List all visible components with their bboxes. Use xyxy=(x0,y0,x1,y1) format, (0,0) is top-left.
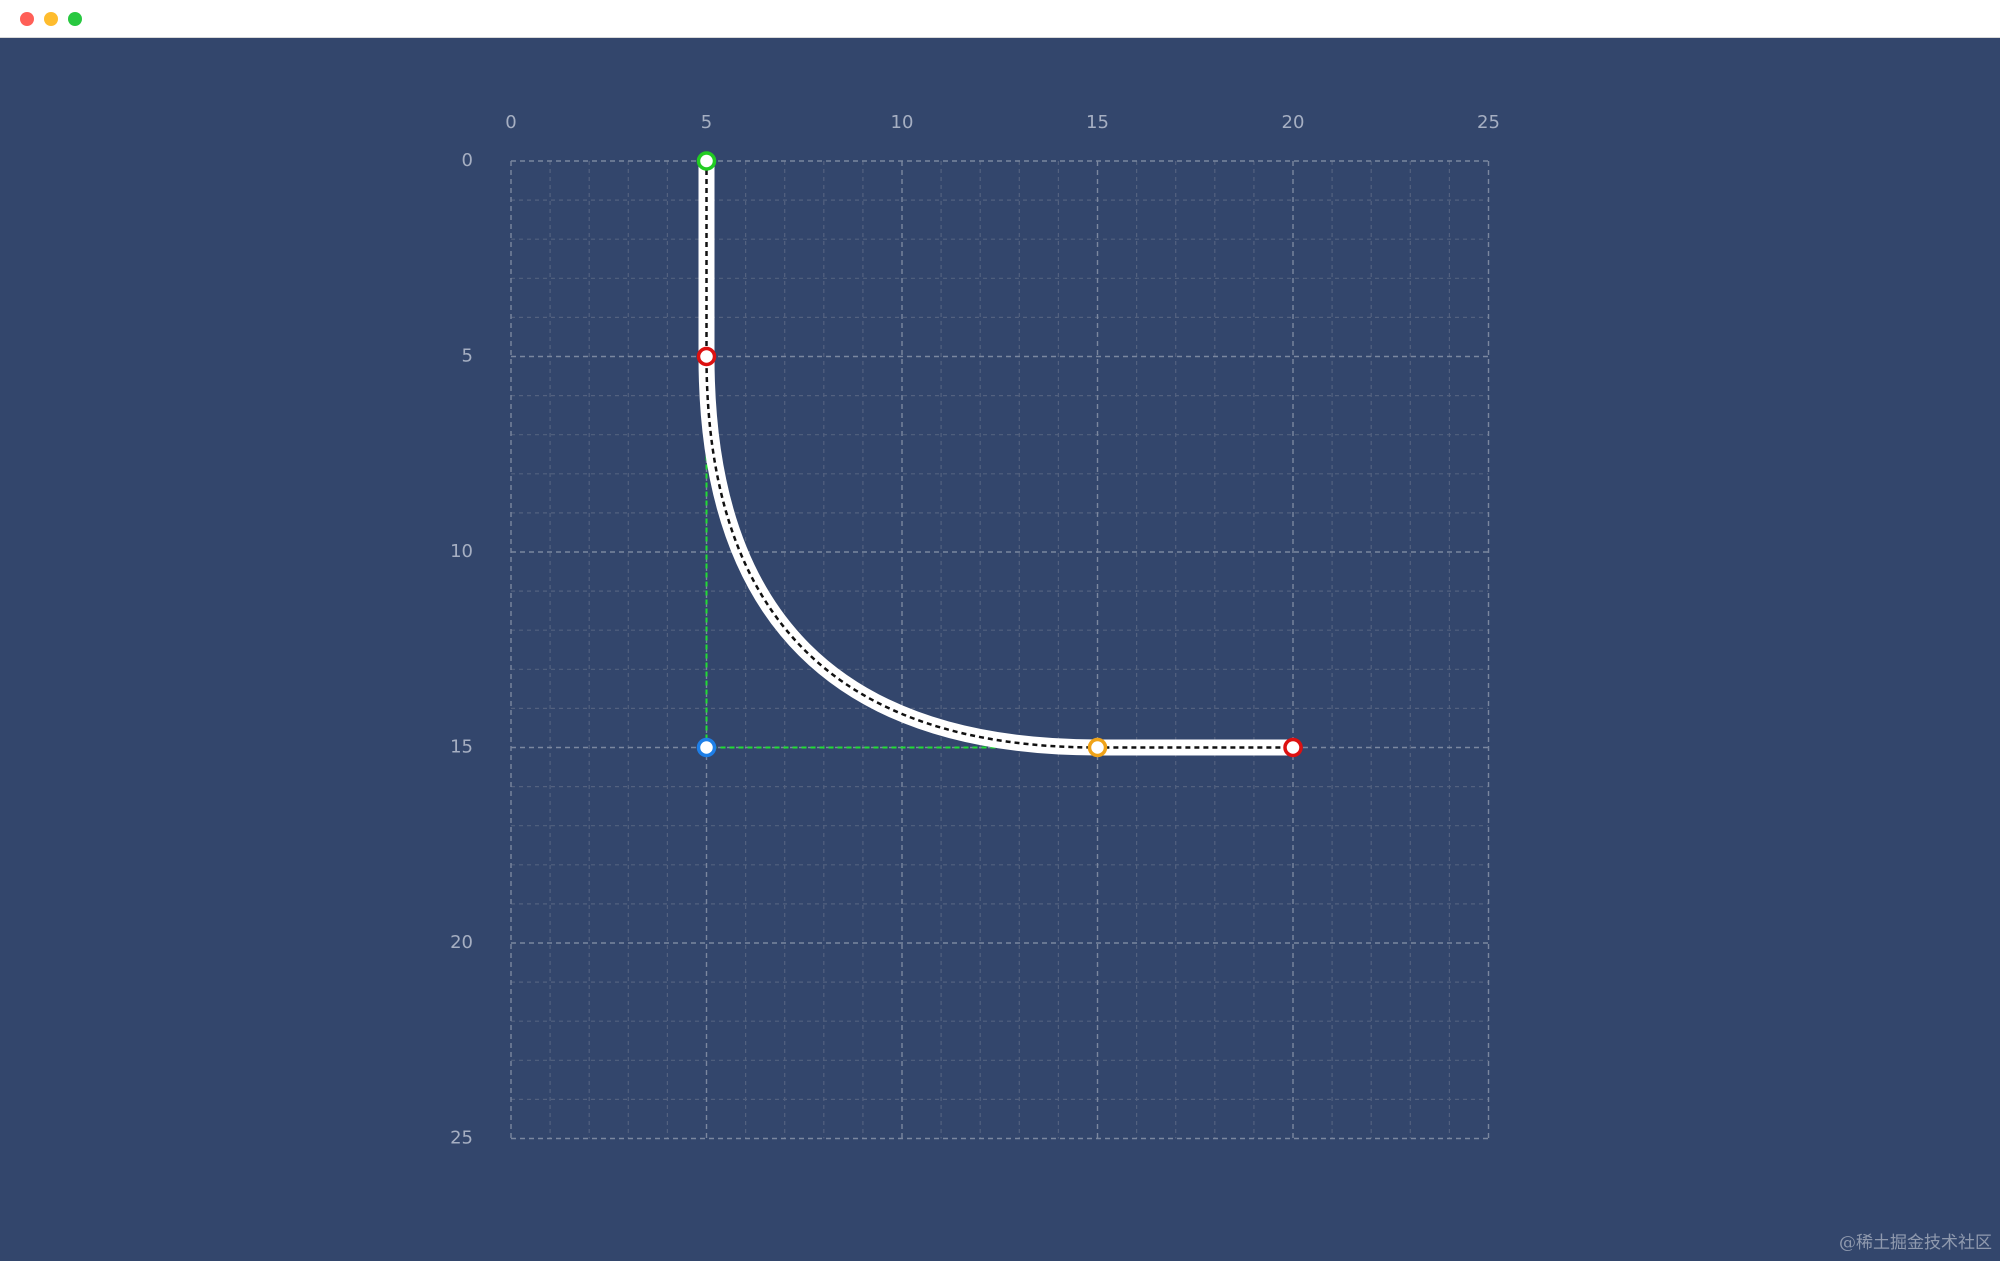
x-tick-label: 5 xyxy=(701,112,712,133)
minimize-window-dot[interactable] xyxy=(44,12,58,26)
x-tick-label: 10 xyxy=(891,112,914,133)
start-point xyxy=(696,151,717,171)
x-tick-label: 0 xyxy=(505,112,516,133)
y-tick-label: 15 xyxy=(450,737,473,758)
end-point xyxy=(1283,737,1303,758)
watermark: @稀土掘金技术社区 xyxy=(1839,1233,1992,1253)
curve-path xyxy=(698,161,1293,756)
close-window-dot[interactable] xyxy=(20,12,34,26)
x-tick-label: 20 xyxy=(1282,112,1305,133)
arc-end-point xyxy=(1087,737,1108,758)
y-tick-label: 0 xyxy=(462,150,473,171)
curve-path-dashed-center xyxy=(705,161,1293,749)
x-tick-label: 25 xyxy=(1477,112,1500,133)
y-tick-label: 10 xyxy=(450,541,473,562)
control-point xyxy=(696,737,717,758)
arc-start-point xyxy=(696,346,717,367)
x-tick-label: 15 xyxy=(1086,112,1109,133)
window-titlebar xyxy=(0,0,2000,38)
y-tick-label: 5 xyxy=(462,346,473,367)
y-tick-label: 25 xyxy=(450,1128,473,1149)
maximize-window-dot[interactable] xyxy=(68,12,82,26)
y-tick-label: 20 xyxy=(450,932,473,953)
